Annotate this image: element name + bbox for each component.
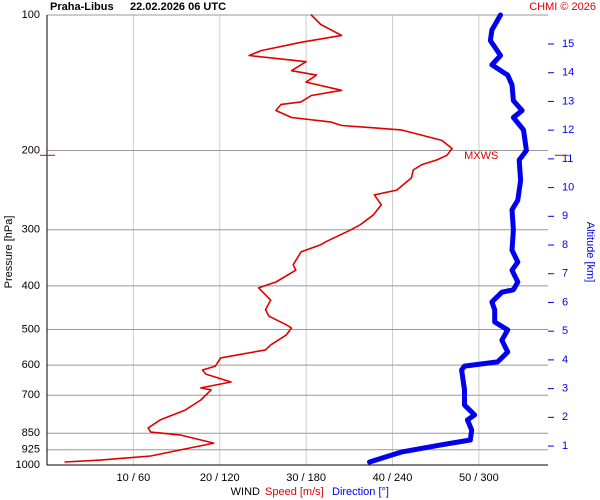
y2-tick-label: 14	[562, 67, 574, 79]
y-tick-label: 700	[22, 389, 40, 401]
y2-tick-label: 11	[562, 153, 573, 165]
x-tick-label: 40 / 240	[373, 472, 413, 484]
x-axis-label: WIND	[231, 486, 260, 498]
x-tick-label: 50 / 300	[459, 472, 499, 484]
x-tick-label: 30 / 180	[286, 472, 326, 484]
series-line	[64, 14, 453, 463]
y-tick-label: 500	[22, 323, 40, 335]
mxws-label: MXWS	[464, 150, 498, 162]
y-tick-label: 300	[22, 224, 40, 236]
y-tick-label: 850	[22, 427, 40, 439]
y2-tick-label: 10	[562, 181, 574, 193]
credit: CHMI © 2026	[529, 1, 596, 13]
y2-tick-label: 4	[562, 354, 568, 366]
legend-entry: Speed [m/s]	[265, 486, 324, 498]
y2-tick-label: 13	[562, 95, 574, 107]
y-tick-label: 200	[22, 144, 40, 156]
x-tick-label: 10 / 60	[117, 472, 151, 484]
y2-tick-label: 7	[562, 268, 568, 280]
series-line	[367, 12, 529, 465]
y-tick-label: 1000	[16, 459, 40, 471]
y2-tick-label: 1	[562, 440, 568, 452]
y2-tick-label: 3	[562, 383, 568, 395]
y2-tick-label: 6	[562, 296, 568, 308]
legend-entry: Direction [°]	[332, 486, 389, 498]
y2-tick-label: 12	[562, 124, 574, 136]
y-tick-label: 925	[22, 444, 40, 456]
y-axis-label: Pressure [hPa]	[3, 216, 15, 289]
y2-tick-label: 15	[562, 38, 574, 50]
chart-subtitle: 22.02.2026 06 UTC	[130, 1, 226, 13]
y2-axis-label: Altitude [km]	[584, 222, 596, 283]
y-tick-label: 600	[22, 359, 40, 371]
y-tick-label: 100	[22, 9, 40, 21]
y2-tick-label: 2	[562, 411, 568, 423]
y2-tick-label: 8	[562, 239, 568, 251]
x-tick-label: 20 / 120	[200, 472, 240, 484]
y2-tick-label: 9	[562, 210, 568, 222]
y-tick-label: 400	[22, 280, 40, 292]
y2-tick-label: 5	[562, 325, 568, 337]
chart-title: Praha-Libus	[50, 1, 114, 13]
